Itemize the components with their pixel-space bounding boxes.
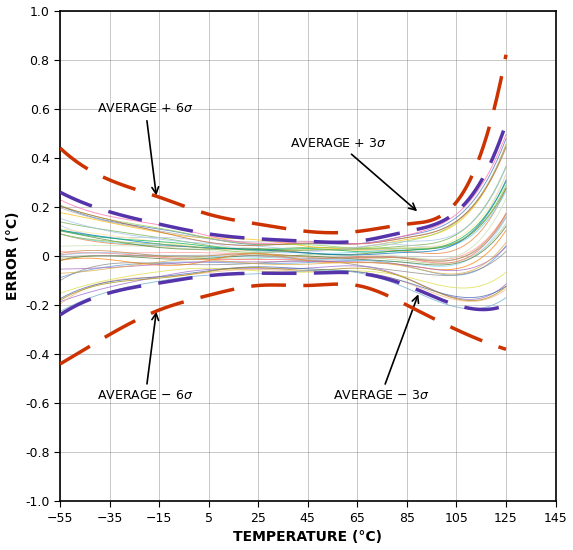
Y-axis label: ERROR (°C): ERROR (°C)	[6, 212, 19, 300]
Text: AVERAGE $-$ 6$\sigma$: AVERAGE $-$ 6$\sigma$	[97, 314, 194, 403]
Text: AVERAGE + 3$\sigma$: AVERAGE + 3$\sigma$	[291, 136, 416, 210]
X-axis label: TEMPERATURE (°C): TEMPERATURE (°C)	[233, 530, 382, 544]
Text: AVERAGE + 6$\sigma$: AVERAGE + 6$\sigma$	[97, 102, 194, 194]
Text: AVERAGE $-$ 3$\sigma$: AVERAGE $-$ 3$\sigma$	[332, 296, 429, 403]
